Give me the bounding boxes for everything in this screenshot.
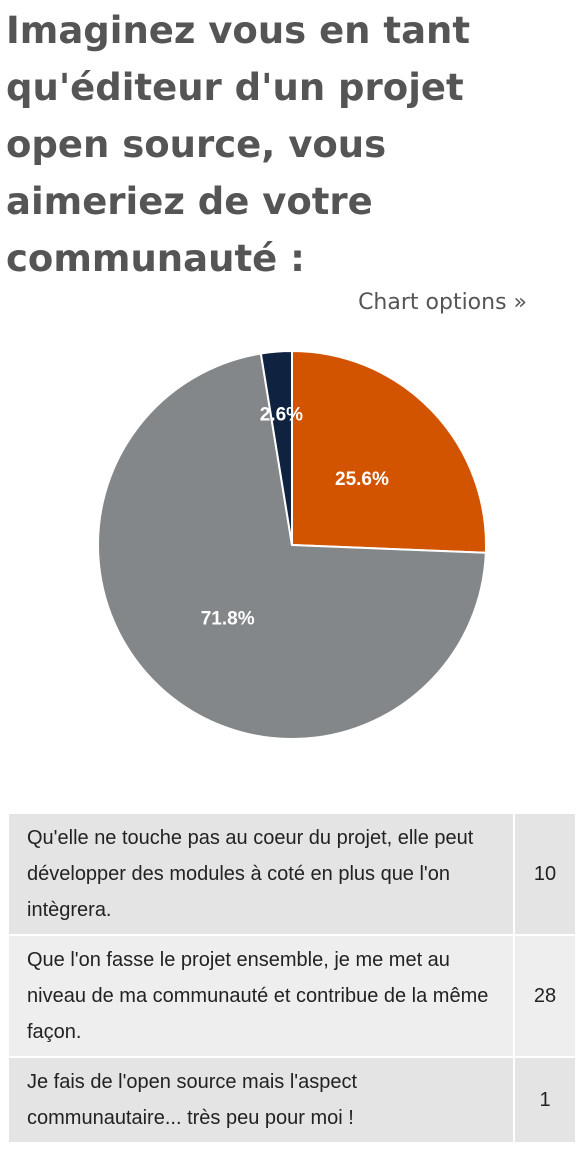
results-table: Qu'elle ne touche pas au coeur du projet…	[7, 812, 577, 1144]
pie-chart: 25.6% 71.8% 2.6%	[97, 349, 487, 740]
chart-options-link[interactable]: Chart options »	[358, 290, 527, 315]
answer-label: Qu'elle ne touche pas au coeur du projet…	[7, 812, 515, 936]
table-row: Je fais de l'open source mais l'aspect c…	[7, 1056, 577, 1144]
pie-slice-1[interactable]	[291, 349, 487, 554]
poll-title: Imaginez vous en tant qu'éditeur d'un pr…	[6, 9, 471, 280]
answer-count: 28	[513, 934, 577, 1058]
table-row: Que l'on fasse le projet ensemble, je me…	[7, 934, 577, 1058]
answer-label: Je fais de l'open source mais l'aspect c…	[7, 1056, 515, 1144]
answer-count: 1	[513, 1056, 577, 1144]
answer-label: Que l'on fasse le projet ensemble, je me…	[7, 934, 515, 1058]
pie-slice-label: 25.6%	[335, 469, 389, 490]
pie-slice-label: 71.8%	[201, 609, 255, 630]
pie-slice-3[interactable]	[259, 349, 293, 546]
answer-count: 10	[513, 812, 577, 936]
pie-slice-label: 2.6%	[260, 405, 303, 426]
pie-slice-2[interactable]	[97, 352, 487, 740]
table-row: Qu'elle ne touche pas au coeur du projet…	[7, 812, 577, 936]
